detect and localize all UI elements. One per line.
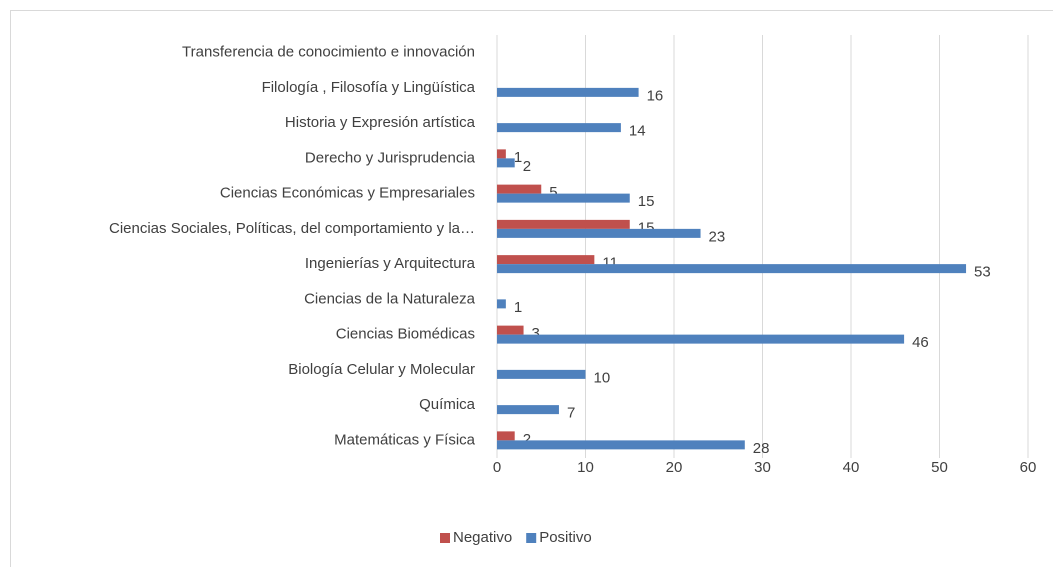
data-label: 23: [709, 228, 726, 245]
data-label: 46: [912, 334, 929, 351]
bar: [497, 405, 559, 415]
y-tick-label: Ciencias Biomédicas: [336, 326, 475, 343]
y-tick-label: Ciencias Económicas y Empresariales: [220, 185, 475, 202]
bar: [497, 193, 630, 203]
data-label: 53: [974, 264, 991, 281]
data-label: 28: [753, 440, 770, 457]
y-tick-label: Derecho y Jurisprudencia: [305, 149, 476, 166]
data-label: 10: [594, 369, 611, 386]
y-tick-label: Transferencia de conocimiento e innovaci…: [182, 44, 475, 61]
legend-label: Negativo: [453, 529, 512, 546]
y-tick-label: Química: [419, 396, 476, 413]
bar: [497, 299, 506, 309]
x-tick-label: 20: [666, 459, 683, 476]
bar: [497, 219, 630, 229]
legend-label: Positivo: [539, 529, 592, 546]
x-tick-label: 50: [931, 459, 948, 476]
y-tick-label: Ciencias de la Naturaleza: [304, 290, 476, 307]
y-tick-label: Filología , Filosofía y Lingüística: [262, 79, 476, 96]
data-label: 15: [638, 193, 655, 210]
bar: [497, 158, 515, 168]
bar: [497, 369, 586, 379]
bar: [497, 440, 745, 450]
x-tick-label: 60: [1020, 459, 1037, 476]
bar: [497, 149, 506, 159]
data-label: 3: [532, 325, 540, 342]
y-tick-label: Biología Celular y Molecular: [288, 361, 475, 378]
bar: [497, 334, 905, 344]
bar: [497, 325, 524, 335]
x-tick-label: 0: [493, 459, 501, 476]
data-label: 7: [567, 405, 575, 422]
bar: [497, 255, 595, 265]
y-tick-label: Historia y Expresión artística: [285, 114, 476, 131]
bar: [497, 184, 542, 194]
chart-frame: [10, 10, 1053, 567]
y-tick-label: Matemáticas y Física: [334, 431, 476, 448]
bar: [497, 264, 967, 274]
data-label: 16: [647, 87, 664, 104]
bar: [497, 431, 515, 441]
data-label: 2: [523, 158, 531, 175]
y-tick-label: Ingenierías y Arquitectura: [305, 255, 476, 272]
data-label: 14: [629, 123, 646, 140]
bar: [497, 123, 621, 133]
x-tick-label: 10: [577, 459, 594, 476]
x-tick-label: 30: [754, 459, 771, 476]
y-tick-label: Ciencias Sociales, Políticas, del compor…: [109, 220, 475, 237]
x-tick-label: 40: [843, 459, 860, 476]
data-label: 5: [549, 184, 557, 201]
bar: [497, 87, 639, 97]
data-label: 1: [514, 299, 522, 316]
legend-swatch: [440, 533, 450, 543]
bar: [497, 228, 701, 238]
data-label: 2: [523, 431, 531, 448]
legend-swatch: [526, 533, 537, 543]
data-label: 1: [514, 149, 522, 166]
